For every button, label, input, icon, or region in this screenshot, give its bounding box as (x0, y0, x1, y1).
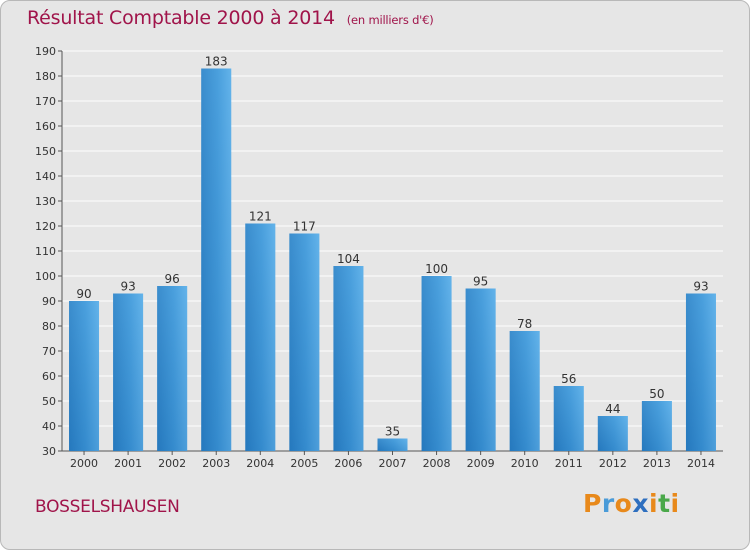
bar-shade (553, 386, 584, 451)
data-label: 100 (425, 262, 448, 276)
bar-shade (69, 301, 100, 451)
y-tick-label: 50 (42, 395, 56, 408)
data-label: 56 (561, 372, 576, 386)
x-tick-label: 2005 (290, 457, 318, 470)
y-tick-label: 110 (35, 245, 56, 258)
data-label: 121 (249, 210, 272, 224)
data-label: 96 (165, 272, 180, 286)
x-tick-label: 2010 (511, 457, 539, 470)
proxiti-logo: Proxiti (583, 489, 680, 518)
x-tick-label: 2009 (467, 457, 495, 470)
data-label: 90 (76, 287, 91, 301)
data-label: 117 (293, 220, 316, 234)
y-tick-label: 160 (35, 120, 56, 133)
logo-letter: i (670, 489, 680, 518)
x-tick-label: 2011 (555, 457, 583, 470)
chart-unit-label: (en milliers d'€) (346, 13, 434, 27)
y-tick-label: 70 (42, 345, 56, 358)
bar-shade (641, 401, 672, 451)
logo-letter: i (649, 489, 659, 518)
y-tick-label: 180 (35, 70, 56, 83)
bar-shade (465, 288, 496, 451)
y-tick-label: 40 (42, 420, 56, 433)
y-tick-label: 130 (35, 195, 56, 208)
bar-shade (333, 266, 364, 451)
logo-letter: P (583, 489, 602, 518)
y-tick-label: 120 (35, 220, 56, 233)
chart-title: Résultat Comptable 2000 à 2014 (en milli… (27, 7, 434, 29)
bar-shade (289, 233, 320, 451)
y-tick-label: 80 (42, 320, 56, 333)
logo-letter: o (614, 489, 633, 518)
data-label: 35 (385, 425, 400, 439)
x-tick-label: 2001 (114, 457, 142, 470)
bar-shade (685, 293, 716, 451)
y-tick-label: 170 (35, 95, 56, 108)
data-label: 95 (473, 275, 488, 289)
y-tick-label: 60 (42, 370, 56, 383)
bar-shade (597, 416, 628, 451)
x-tick-label: 2013 (643, 457, 671, 470)
y-tick-label: 100 (35, 270, 56, 283)
chart-title-text: Résultat Comptable 2000 à 2014 (27, 7, 335, 29)
data-label: 183 (205, 55, 228, 69)
data-label: 104 (337, 252, 360, 266)
bar-shade (201, 68, 232, 451)
bar-shade (377, 438, 408, 451)
x-tick-label: 2006 (334, 457, 362, 470)
bar-shade (421, 276, 452, 451)
logo-letter: t (658, 489, 671, 518)
data-label: 93 (120, 280, 135, 294)
x-tick-label: 2008 (423, 457, 451, 470)
x-tick-label: 2007 (379, 457, 407, 470)
x-tick-label: 2014 (687, 457, 715, 470)
location-name: BOSSELSHAUSEN (35, 497, 180, 517)
x-tick-label: 2004 (246, 457, 274, 470)
data-label: 44 (605, 402, 620, 416)
y-tick-label: 150 (35, 145, 56, 158)
logo-letter: x (632, 489, 649, 518)
x-tick-label: 2000 (70, 457, 98, 470)
y-tick-label: 190 (35, 45, 56, 58)
x-tick-label: 2003 (202, 457, 230, 470)
bar-shade (157, 286, 188, 451)
bar-shade (245, 223, 276, 451)
y-tick-label: 140 (35, 170, 56, 183)
x-tick-label: 2012 (599, 457, 627, 470)
data-label: 93 (693, 280, 708, 294)
data-label: 50 (649, 387, 664, 401)
data-label: 78 (517, 317, 532, 331)
bar-shade (113, 293, 144, 451)
y-tick-label: 90 (42, 295, 56, 308)
y-tick-label: 30 (42, 445, 56, 458)
bar-shade (509, 331, 540, 451)
logo-letter: r (601, 489, 615, 518)
x-tick-label: 2002 (158, 457, 186, 470)
